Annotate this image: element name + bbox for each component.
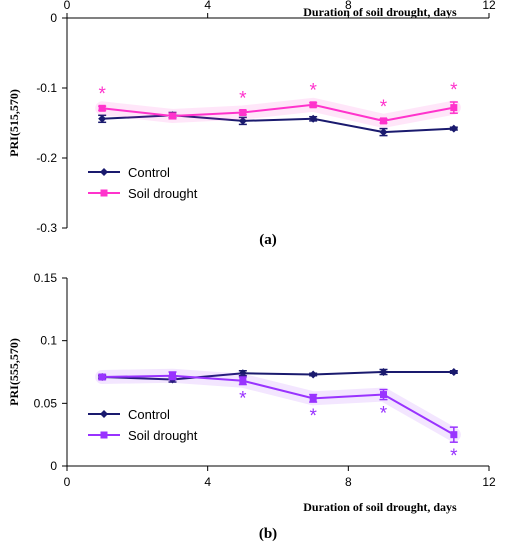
x-tick-label: 4 xyxy=(204,475,211,489)
data-point xyxy=(449,368,458,376)
significance-star: * xyxy=(309,81,317,102)
x-axis-title: Duration of soil drought, days xyxy=(303,5,457,19)
significance-star: * xyxy=(380,404,388,425)
legend-label: Soil drought xyxy=(128,428,198,443)
data-point xyxy=(98,373,106,381)
data-point xyxy=(450,104,458,112)
data-point xyxy=(98,114,107,123)
y-axis-title: PRI(515,570) xyxy=(7,89,21,157)
series-soil-drought: * * * * * xyxy=(95,80,461,128)
series-line xyxy=(102,371,454,381)
data-point xyxy=(239,109,247,116)
y-tick-label: 0.05 xyxy=(34,396,58,410)
data-point xyxy=(98,104,106,112)
data-point xyxy=(380,391,387,399)
data-point xyxy=(450,431,458,439)
chart-panel-a: 0 -0.1 -0.2 -0.3 0 4 8 12 Duration of soil droug… xyxy=(7,0,496,248)
data-point xyxy=(238,116,247,125)
significance-star: * xyxy=(309,406,317,427)
x-axis-title: Duration of soil drought, days xyxy=(303,500,457,514)
series-line xyxy=(102,374,455,436)
legend-marker xyxy=(100,189,108,197)
significance-star: * xyxy=(380,97,388,118)
series-control xyxy=(98,111,458,137)
y-axis-title: PRI(555,570) xyxy=(7,338,21,406)
x-tick-label: 4 xyxy=(204,0,211,12)
significance-star: * xyxy=(239,88,247,109)
x-tick-label: 8 xyxy=(345,0,352,12)
data-point xyxy=(449,124,458,133)
data-point xyxy=(309,114,318,123)
legend: Control Soil drought xyxy=(88,407,198,443)
panel-label: (b) xyxy=(259,526,277,542)
y-tick-label: 0.15 xyxy=(34,271,58,285)
y-tick-label: 0 xyxy=(50,459,57,473)
data-point xyxy=(169,372,176,380)
x-tick-label: 12 xyxy=(482,475,496,489)
x-tick-label: 0 xyxy=(64,0,71,12)
significance-star: * xyxy=(450,446,458,467)
significance-star: * xyxy=(450,80,458,101)
data-point xyxy=(309,101,317,109)
x-tick-label: 0 xyxy=(64,475,71,489)
data-point xyxy=(238,369,247,378)
significance-star: * xyxy=(239,389,247,410)
chart-panel-b: 0 0.05 0.1 0.15 0 4 8 12 Duration of soil drough… xyxy=(7,271,496,542)
legend-label: Soil drought xyxy=(128,186,198,201)
data-point xyxy=(379,368,388,376)
series-line xyxy=(102,114,454,134)
data-point xyxy=(169,112,176,120)
legend-label: Control xyxy=(128,165,170,180)
legend: Control Soil drought xyxy=(88,165,198,201)
y-tick-label: 0 xyxy=(50,11,57,25)
legend-marker xyxy=(100,168,108,176)
data-point xyxy=(309,370,318,379)
data-point xyxy=(239,377,247,385)
y-tick-label: -0.2 xyxy=(36,151,57,165)
y-tick-label: -0.1 xyxy=(36,81,57,95)
y-tick-label: -0.3 xyxy=(36,221,57,235)
series-line xyxy=(102,103,455,122)
x-tick-label: 8 xyxy=(345,475,352,489)
significance-star: * xyxy=(98,84,106,105)
legend-label: Control xyxy=(128,407,170,422)
legend-marker xyxy=(100,410,108,418)
legend-marker xyxy=(100,431,108,439)
series-soil-drought: * * * * xyxy=(95,368,461,467)
data-point xyxy=(379,128,388,137)
data-point xyxy=(380,117,387,125)
panel-label: (a) xyxy=(259,232,277,248)
y-tick-label: 0.1 xyxy=(40,334,57,348)
x-tick-label: 12 xyxy=(482,0,496,12)
data-point xyxy=(309,394,317,402)
